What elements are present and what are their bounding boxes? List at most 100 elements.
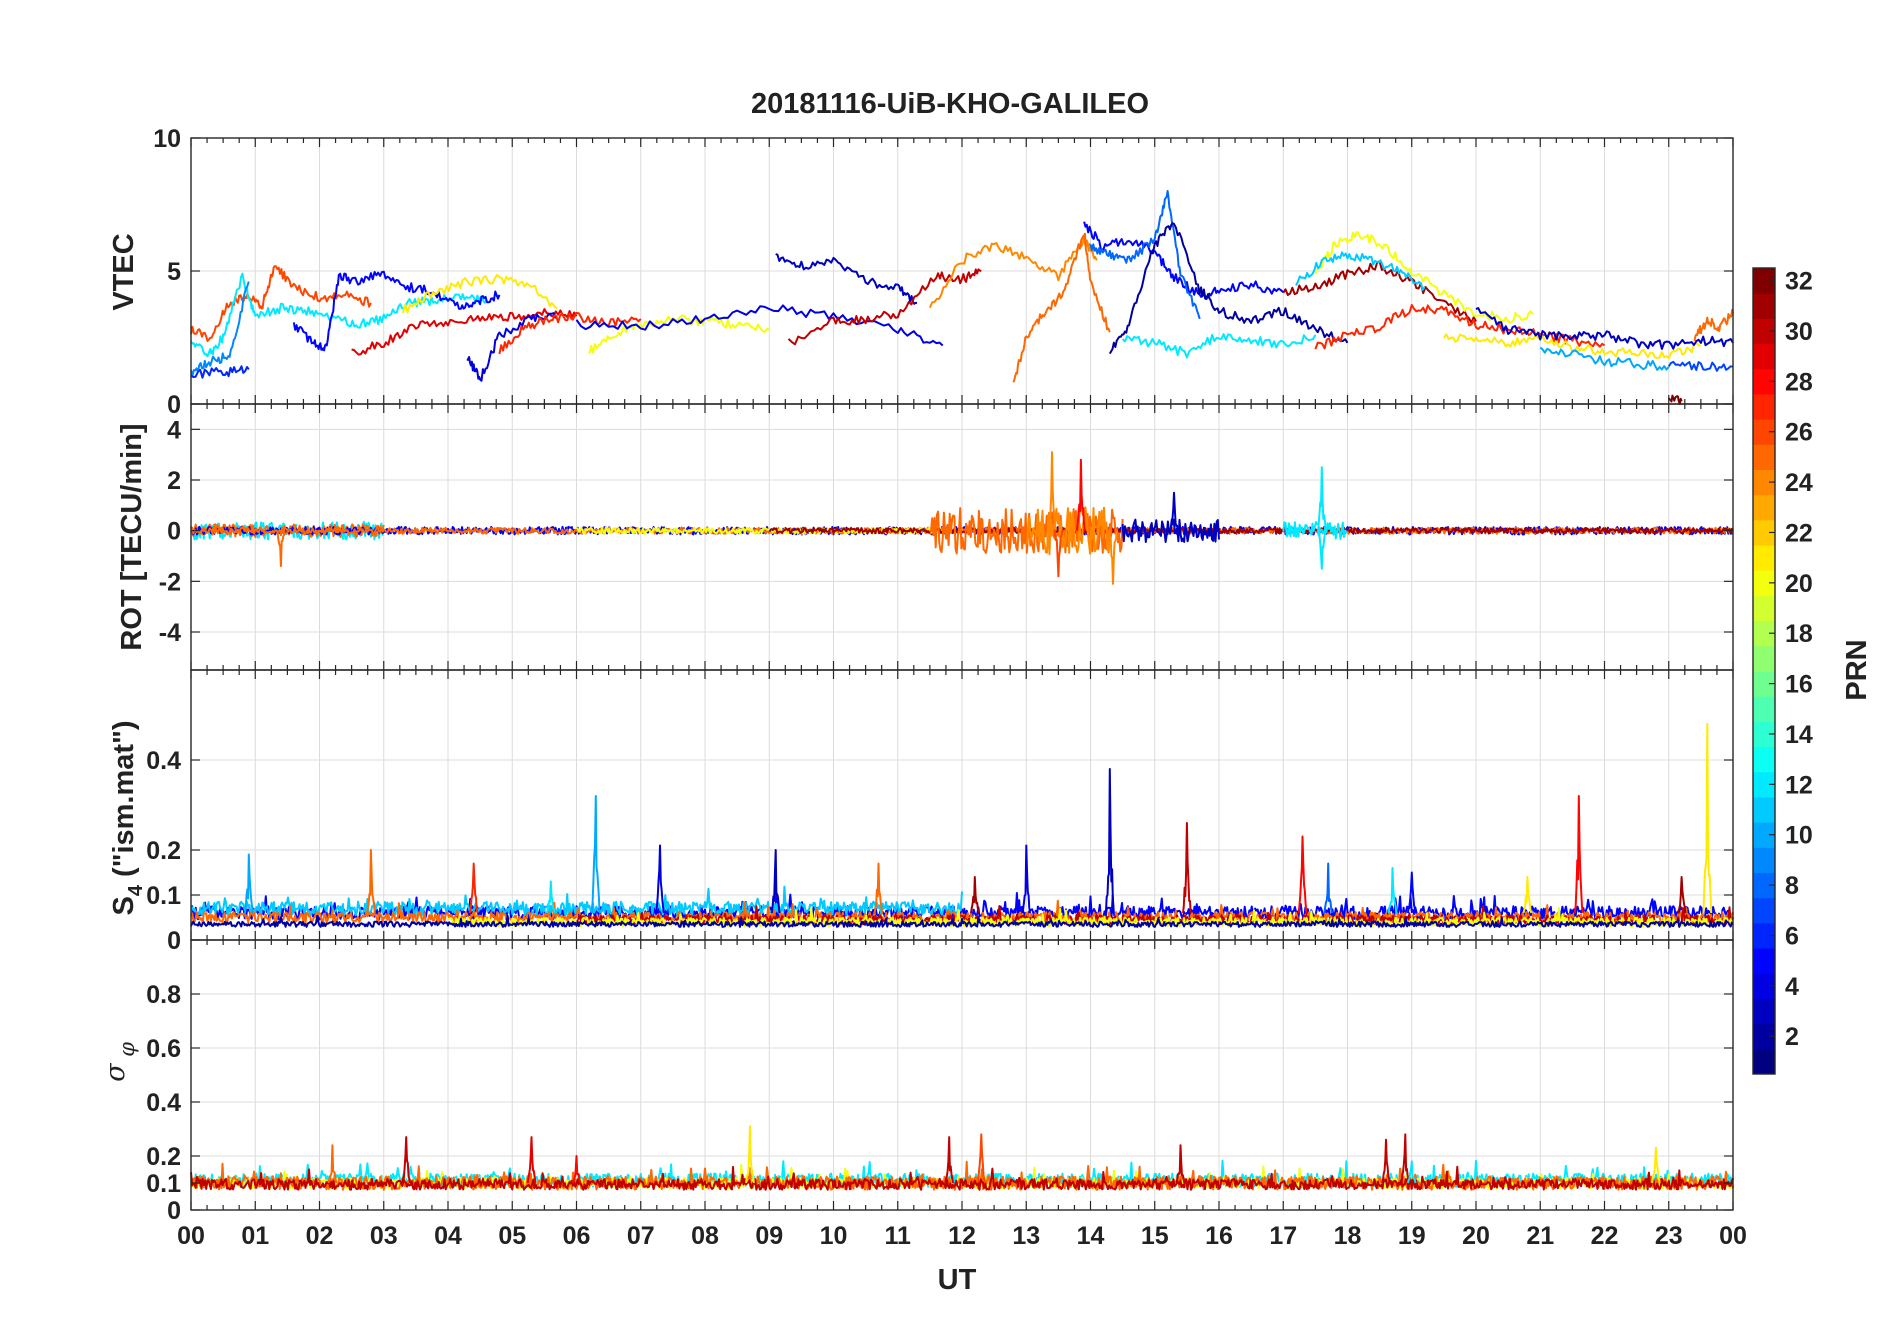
s4-y-tick-label: 0.4 bbox=[146, 747, 181, 775]
colorbar-segment bbox=[1753, 746, 1775, 773]
s4-spike-prn-3 bbox=[1104, 768, 1115, 914]
s4-spike-prn-3 bbox=[770, 849, 781, 914]
vtec-series-prn-20 bbox=[1314, 230, 1534, 324]
x-tick-label: 05 bbox=[498, 1222, 526, 1250]
rot-y-tick-label: 2 bbox=[167, 467, 181, 495]
s4-spike-prn-12 bbox=[1387, 867, 1398, 914]
s4-spike-prn-31 bbox=[1676, 876, 1687, 914]
colorbar-segment bbox=[1753, 796, 1775, 823]
x-tick-label: 00 bbox=[177, 1222, 205, 1250]
vtec-series-prn-26 bbox=[190, 265, 372, 342]
s4-y-tick-label: 0 bbox=[167, 927, 181, 955]
vtec-y-tick-label: 10 bbox=[153, 125, 181, 153]
colorbar-tick-label: 32 bbox=[1785, 268, 1813, 296]
colorbar-segment bbox=[1753, 318, 1775, 345]
colorbar-tick-label: 8 bbox=[1785, 872, 1799, 900]
vtec-series-prn-9 bbox=[190, 281, 250, 377]
x-tick-label: 18 bbox=[1334, 1222, 1362, 1250]
vtec-y-tick-label: 0 bbox=[167, 391, 181, 419]
s4-spike-prn-21 bbox=[1702, 723, 1713, 914]
vtec-series-prn-32 bbox=[1667, 394, 1683, 405]
colorbar-segment bbox=[1753, 1023, 1775, 1050]
s4-spike-prn-21 bbox=[1522, 876, 1533, 914]
sigma_phi-y-tick-label: 0.1 bbox=[146, 1170, 181, 1198]
colorbar-segment bbox=[1753, 847, 1775, 873]
colorbar-segment bbox=[1753, 293, 1775, 319]
rot-spike-prn-26 bbox=[1053, 530, 1064, 578]
rot-y-tick-label: -4 bbox=[159, 619, 181, 647]
x-tick-label: 10 bbox=[820, 1222, 848, 1250]
rot-spike-prn-25 bbox=[276, 530, 286, 568]
colorbar-tick-label: 22 bbox=[1785, 519, 1813, 547]
sigma_phi-y-tick-label: 0.2 bbox=[146, 1143, 181, 1171]
sigma_phi-spike-prn-30 bbox=[401, 1136, 412, 1184]
vtec-series-prn-24 bbox=[928, 235, 1098, 309]
colorbar-tick-label: 10 bbox=[1785, 822, 1813, 850]
x-tick-label: 12 bbox=[948, 1222, 976, 1250]
s4-spike-prn-4 bbox=[1021, 844, 1032, 914]
s4-series-prn-11 bbox=[190, 885, 963, 917]
s4-spike-prn-12 bbox=[545, 880, 556, 914]
rot-y-tick-label: -2 bbox=[159, 568, 181, 596]
s4-y-label: S4 ("ism.mat") bbox=[108, 721, 147, 916]
s4-panel: 0 0.1 0.2 0.4 bbox=[146, 669, 1734, 955]
sigma_phi-spike-prn-25 bbox=[327, 1144, 338, 1184]
vtec-series-prn-21 bbox=[402, 273, 558, 314]
vtec-series-prn-11 bbox=[1295, 251, 1426, 291]
colorbar-tick-label: 26 bbox=[1785, 419, 1813, 447]
rot-spike-prn-24 bbox=[1108, 530, 1118, 585]
colorbar-segment bbox=[1753, 1048, 1775, 1075]
s4-spike-prn-25 bbox=[366, 849, 376, 914]
colorbar-frame bbox=[1752, 267, 1776, 1075]
x-tick-label: 07 bbox=[627, 1222, 655, 1250]
colorbar-tick-label: 18 bbox=[1785, 620, 1813, 648]
colorbar-tick-label: 12 bbox=[1785, 771, 1813, 799]
colorbar-segment bbox=[1753, 721, 1775, 748]
vtec-series-prn-12 bbox=[1121, 333, 1317, 359]
x-tick-label: 14 bbox=[1077, 1222, 1105, 1250]
s4-spike-prn-10 bbox=[590, 795, 601, 914]
x-tick-label: 02 bbox=[306, 1222, 334, 1250]
s4-spike-prn-28 bbox=[1573, 795, 1584, 914]
colorbar-segment bbox=[1753, 897, 1775, 924]
colorbar-segment bbox=[1753, 696, 1775, 722]
s4-spike-prn-10 bbox=[244, 853, 254, 914]
s4-y-tick-label: 0.2 bbox=[146, 837, 181, 865]
colorbar-segment bbox=[1753, 948, 1775, 974]
colorbar-tick-label: 30 bbox=[1785, 318, 1813, 346]
vtec-panel: 0 5 10 bbox=[153, 125, 1734, 419]
s4-spike-prn-5 bbox=[1406, 871, 1417, 914]
s4-spike-prn-27 bbox=[468, 862, 479, 914]
vtec-y-tick-label: 5 bbox=[167, 258, 181, 286]
colorbar-segment bbox=[1753, 343, 1775, 370]
s4-spike-prn-30 bbox=[1182, 822, 1192, 914]
colorbar-segment bbox=[1753, 494, 1775, 521]
vtec-y-label: VTEC bbox=[108, 233, 140, 310]
sigma_phi-spike-prn-21 bbox=[745, 1125, 755, 1184]
x-tick-label: 16 bbox=[1205, 1222, 1233, 1250]
sigma-phi-panel: 00.10.2 0.4 0.6 0.8 bbox=[146, 939, 1734, 1225]
colorbar-segment bbox=[1753, 393, 1775, 420]
vtec-series-prn-25 bbox=[1012, 232, 1111, 383]
s4-spike-prn-8 bbox=[1323, 862, 1334, 914]
x-tick-label: 11 bbox=[885, 1222, 912, 1250]
vtec-series-prn-29 bbox=[351, 308, 578, 356]
colorbar-tick-label: 2 bbox=[1785, 1023, 1799, 1051]
colorbar-segment bbox=[1753, 922, 1775, 949]
colorbar-segment bbox=[1753, 872, 1775, 899]
x-tick-label: 04 bbox=[434, 1222, 462, 1250]
x-tick-label: 03 bbox=[370, 1222, 398, 1250]
x-tick-label: 20 bbox=[1462, 1222, 1490, 1250]
rot-series-prn-25 bbox=[929, 507, 1124, 555]
sigma-phi-y-label: σ φ bbox=[100, 1042, 139, 1082]
colorbar-segment bbox=[1753, 822, 1775, 848]
colorbar-segment bbox=[1753, 645, 1775, 672]
colorbar-segment bbox=[1753, 570, 1775, 596]
rot-y-tick-label: 0 bbox=[167, 518, 181, 546]
colorbar-tick-label: 14 bbox=[1785, 721, 1813, 749]
x-tick-label: 23 bbox=[1655, 1222, 1683, 1250]
colorbar-segment bbox=[1753, 998, 1775, 1025]
rot-panel: -4 -2 0 2 4 bbox=[159, 403, 1734, 671]
vtec-series-prn-5 bbox=[292, 270, 501, 352]
